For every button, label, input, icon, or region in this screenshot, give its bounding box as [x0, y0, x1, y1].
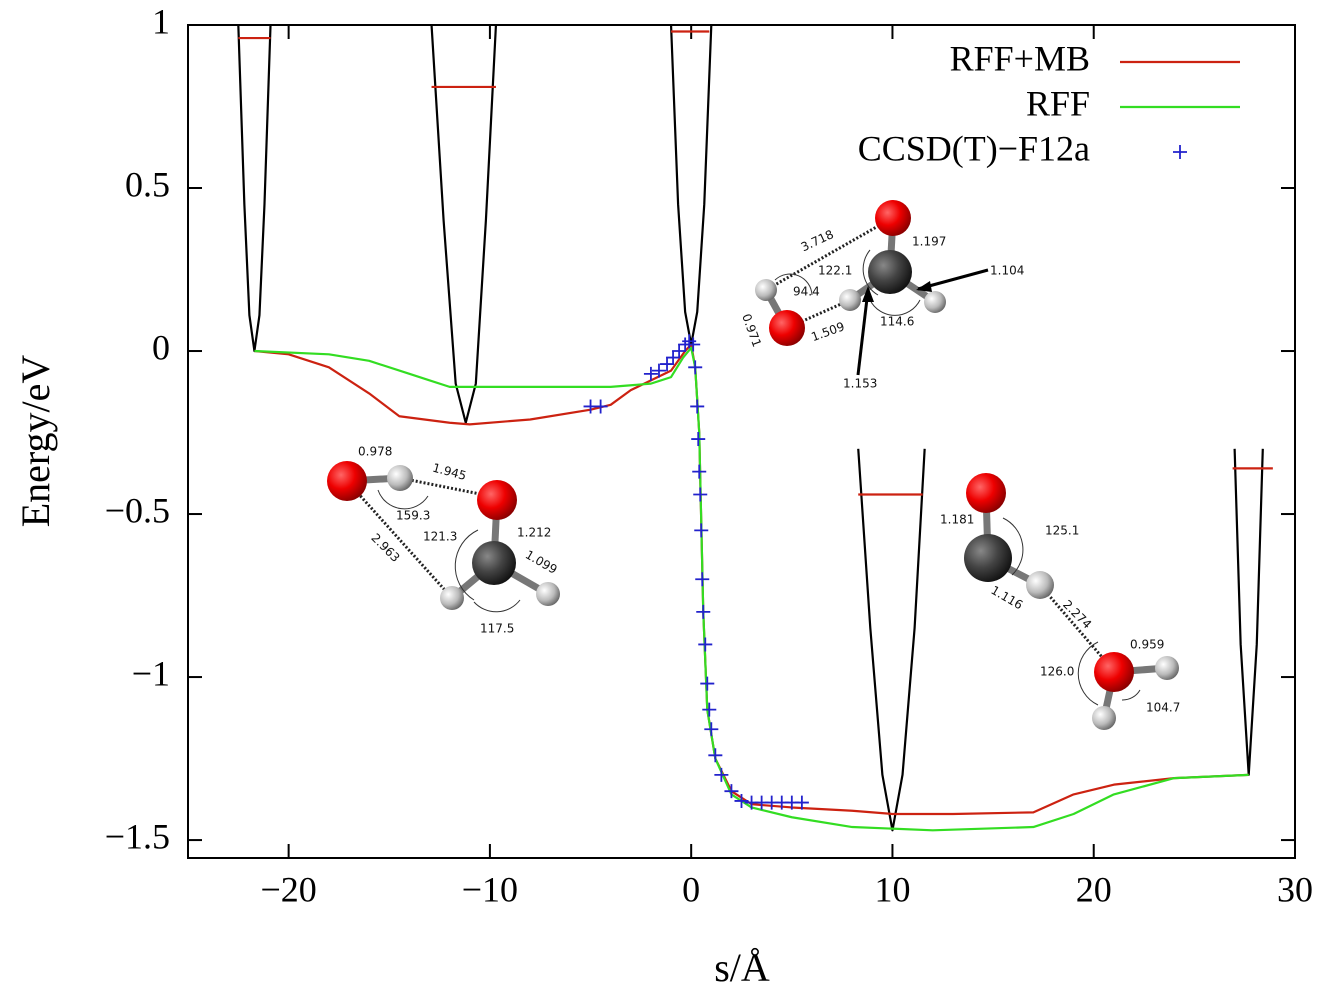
plot-frame: [187, 24, 1296, 859]
x-tick-label: −10: [462, 869, 518, 909]
legend-label: RFF+MB: [950, 38, 1090, 78]
annotation: 3.718: [799, 227, 836, 254]
data-point: [688, 360, 703, 375]
data-point: [696, 604, 711, 619]
data-point: [724, 784, 739, 799]
data-point: [672, 344, 687, 359]
data-point: [714, 767, 729, 782]
data-point: [643, 366, 658, 381]
annotation: 122.1: [818, 264, 852, 278]
data-point: [702, 702, 717, 717]
annotation: 1.509: [809, 319, 846, 344]
data-point: [651, 363, 666, 378]
x-tick-label: 10: [874, 869, 910, 909]
data-point: [690, 399, 705, 414]
annotation: 1.099: [523, 548, 560, 577]
data-point: [593, 399, 608, 414]
data-point: [695, 572, 710, 587]
y-tick-label: 0.5: [125, 164, 170, 204]
annotation: 0.959: [1130, 638, 1164, 652]
annotation: 1.212: [517, 526, 551, 540]
series-line: [237, 24, 272, 353]
data-point: [691, 432, 706, 447]
annotation: 126.0: [1040, 665, 1074, 679]
x-tick-label: 0: [682, 869, 700, 909]
data-point: [700, 676, 715, 691]
data-point: [734, 793, 749, 808]
x-axis-label: s/Å: [714, 945, 770, 990]
data-point: [692, 464, 707, 479]
data-point: [660, 357, 675, 372]
annotation: 2.963: [368, 531, 402, 565]
annotation: 1.197: [912, 235, 946, 249]
legend-label: RFF: [1026, 83, 1090, 123]
y-axis-label: Energy/eV: [13, 355, 58, 528]
annotation: 2.274: [1060, 597, 1094, 631]
annotation: 159.3: [396, 509, 430, 523]
y-tick-label: 1: [152, 1, 170, 41]
legend-marker: [1173, 145, 1187, 159]
molecule-inset: [755, 200, 989, 376]
y-tick-label: −1: [132, 653, 170, 693]
x-tick-label: 20: [1076, 869, 1112, 909]
y-tick-label: 0: [152, 327, 170, 367]
annotation: 94.4: [793, 285, 820, 299]
series-line: [857, 448, 926, 832]
data-point: [686, 337, 701, 352]
x-tick-label: −20: [260, 869, 316, 909]
series-line: [669, 24, 713, 346]
annotation: 0.971: [739, 312, 764, 349]
series-line: [254, 343, 1249, 816]
data-point: [698, 637, 713, 652]
annotation: 121.3: [423, 530, 457, 544]
annotation: 114.6: [880, 315, 914, 329]
x-tick-label: 30: [1277, 869, 1313, 909]
legend-label: CCSD(T)−F12a: [858, 128, 1090, 168]
annotation: 1.945: [431, 461, 468, 483]
y-tick-label: −0.5: [105, 490, 170, 530]
molecule-inset: [327, 461, 560, 613]
annotation: 1.181: [940, 513, 974, 527]
annotation: 104.7: [1146, 701, 1180, 715]
series-line: [430, 24, 498, 424]
molecule-inset: [964, 473, 1179, 730]
annotation: 0.978: [358, 445, 392, 459]
data-point: [694, 523, 709, 538]
series-line: [1233, 448, 1264, 776]
annotation: 1.116: [988, 583, 1025, 612]
data-point: [704, 722, 719, 737]
annotation: 117.5: [480, 622, 514, 636]
series-line: [254, 346, 1249, 832]
y-tick-label: −1.5: [105, 816, 170, 856]
data-point: [666, 350, 681, 365]
data-point: [794, 795, 809, 810]
annotation: 125.1: [1045, 524, 1079, 538]
annotation: 1.153: [843, 377, 877, 391]
annotation: 1.104: [990, 264, 1024, 278]
data-point: [693, 487, 708, 502]
data-point: [708, 748, 723, 763]
